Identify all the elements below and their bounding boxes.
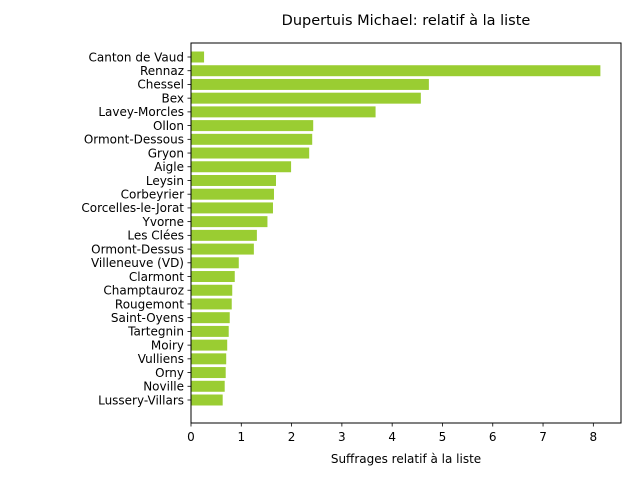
bar-17 (191, 284, 233, 296)
bar-14 (191, 243, 254, 255)
plot-frame (190, 42, 622, 424)
y-tick-label-25: Lussery-Villars (98, 393, 184, 407)
y-tick-label-22: Vulliens (138, 352, 184, 366)
x-tick-label-8: 8 (590, 430, 598, 444)
bar-3 (191, 92, 421, 104)
bar-4 (191, 106, 376, 118)
bar-5 (191, 120, 314, 132)
bars-group (191, 51, 601, 406)
bar-13 (191, 229, 257, 241)
bar-18 (191, 298, 232, 310)
bar-25 (191, 394, 223, 406)
bar-21 (191, 339, 228, 351)
y-tick-label-15: Villeneuve (VD) (91, 256, 184, 270)
bar-22 (191, 353, 227, 365)
y-tick-label-13: Les Clées (127, 229, 184, 243)
bar-23 (191, 367, 226, 379)
y-tick-label-7: Gryon (148, 146, 184, 160)
y-tick-label-11: Corcelles-le-Jorat (81, 201, 184, 215)
bar-1 (191, 65, 601, 77)
x-tick-label-4: 4 (388, 430, 396, 444)
y-tick-label-12: Yvorne (142, 215, 184, 229)
bar-11 (191, 202, 273, 214)
y-tick-label-21: Moiry (151, 338, 184, 352)
bar-15 (191, 257, 239, 269)
x-tick-label-1: 1 (237, 430, 245, 444)
y-tick-label-14: Ormont-Dessus (91, 242, 184, 256)
y-tick-label-5: Ollon (153, 119, 184, 133)
bar-16 (191, 271, 235, 283)
x-tick-label-2: 2 (288, 430, 296, 444)
bar-6 (191, 133, 313, 145)
y-tick-label-18: Rougemont (115, 297, 184, 311)
x-tick-label-7: 7 (539, 430, 547, 444)
y-tick-label-8: Aigle (154, 160, 184, 174)
y-tick-label-16: Clarmont (129, 270, 184, 284)
y-tick-label-3: Bex (161, 91, 184, 105)
y-tick-label-23: Orny (155, 366, 184, 380)
bar-10 (191, 188, 274, 200)
bar-24 (191, 380, 225, 392)
y-tick-label-4: Lavey-Morcles (98, 105, 184, 119)
y-tick-label-6: Ormont-Dessous (84, 133, 184, 147)
bar-12 (191, 216, 268, 228)
y-tick-label-1: Rennaz (140, 64, 184, 78)
chart-title: Dupertuis Michael: relatif à la liste (282, 13, 531, 29)
x-tick-label-5: 5 (439, 430, 447, 444)
bar-7 (191, 147, 310, 159)
x-ticks-group: 0 1 2 3 4 5 6 7 8 (187, 423, 597, 444)
y-tick-label-24: Noville (143, 380, 184, 394)
y-tick-label-20: Tartegnin (127, 325, 184, 339)
y-tick-label-10: Corbeyrier (121, 188, 184, 202)
x-axis-label: Suffrages relatif à la liste (331, 452, 481, 466)
y-tick-label-17: Champtauroz (103, 284, 184, 298)
y-tick-label-19: Saint-Oyens (111, 311, 184, 325)
bar-2 (191, 78, 429, 90)
x-tick-label-6: 6 (489, 430, 497, 444)
y-tick-label-0: Canton de Vaud (89, 50, 184, 64)
bar-8 (191, 161, 292, 173)
y-tick-label-9: Leysin (146, 174, 184, 188)
x-tick-label-0: 0 (187, 430, 195, 444)
y-tick-label-2: Chessel (137, 78, 184, 92)
bar-19 (191, 312, 230, 324)
bar-20 (191, 325, 229, 337)
y-ticks-group: Canton de VaudRennazChesselBexLavey-Morc… (81, 50, 191, 407)
x-tick-label-3: 3 (338, 430, 346, 444)
bar-0 (191, 51, 205, 63)
bar-9 (191, 174, 276, 186)
